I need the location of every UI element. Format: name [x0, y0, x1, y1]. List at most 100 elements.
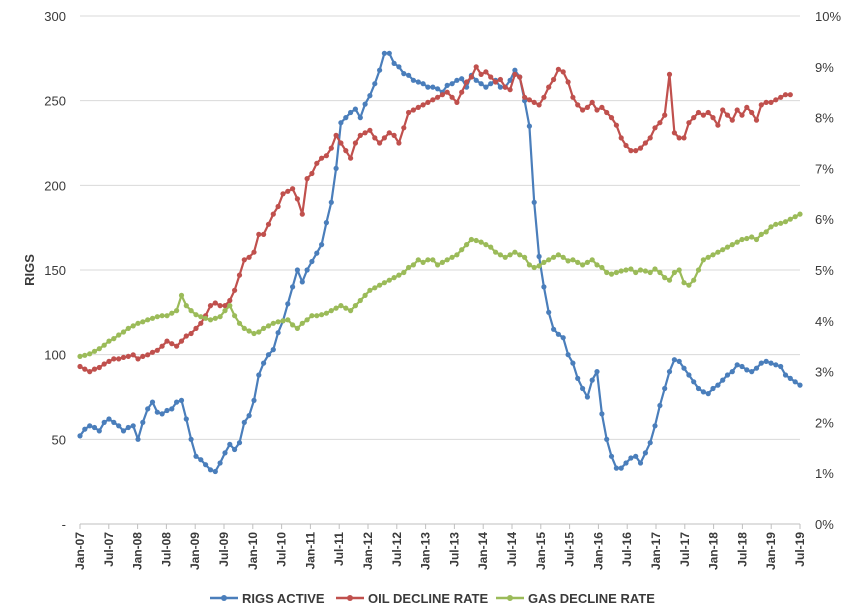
data-point — [778, 220, 784, 226]
data-point — [584, 394, 591, 400]
data-point — [149, 315, 156, 321]
data-point — [415, 79, 421, 85]
data-point — [483, 242, 489, 248]
data-point — [116, 423, 122, 429]
data-point — [164, 313, 170, 319]
data-point — [372, 135, 378, 141]
y2-tick-label: 7% — [815, 161, 834, 176]
data-point — [188, 308, 194, 314]
y2-tick-label: 1% — [815, 466, 834, 481]
data-point — [391, 60, 397, 66]
data-point — [377, 282, 383, 288]
data-point — [125, 353, 131, 359]
data-point — [439, 259, 445, 265]
data-point — [343, 148, 349, 154]
data-point — [565, 79, 571, 85]
data-point — [406, 72, 412, 78]
data-point — [459, 76, 465, 82]
data-point — [686, 282, 692, 288]
data-point — [352, 140, 358, 146]
data-point — [531, 264, 537, 271]
data-point — [502, 254, 508, 260]
data-point — [198, 457, 204, 463]
data-point — [546, 84, 552, 90]
data-point — [82, 352, 88, 358]
data-point — [91, 424, 98, 431]
data-point — [120, 329, 127, 335]
data-point — [425, 257, 431, 263]
data-point — [449, 94, 455, 100]
y-tick-label: 50 — [52, 432, 66, 447]
data-point — [526, 123, 533, 129]
data-point — [401, 125, 407, 131]
data-point — [604, 269, 610, 276]
data-point — [753, 117, 760, 123]
data-point — [642, 140, 649, 146]
data-point — [435, 86, 441, 92]
x-tick-label: Jul-09 — [217, 532, 231, 567]
data-point — [570, 360, 576, 366]
data-point — [464, 79, 470, 85]
data-point — [101, 361, 107, 367]
data-point — [77, 433, 83, 439]
data-point — [584, 259, 591, 265]
data-point — [749, 109, 755, 116]
x-tick-label: Jul-15 — [563, 532, 577, 567]
data-point — [753, 365, 760, 371]
data-point — [700, 257, 707, 263]
data-point — [488, 81, 494, 87]
data-point — [536, 253, 542, 260]
x-tick-label: Jan-08 — [131, 532, 145, 570]
gridlines — [80, 15, 800, 525]
data-point — [618, 268, 624, 274]
data-point — [130, 352, 136, 358]
data-point — [502, 84, 508, 90]
data-point — [720, 247, 726, 253]
data-point — [647, 440, 653, 446]
y-axis-right-ticks: 0% 1% 2% 3% 4% 5% 6% 7% 8% 9% 10% — [815, 9, 841, 532]
data-point — [391, 132, 397, 138]
data-point — [232, 446, 238, 453]
data-point — [555, 66, 562, 72]
data-point — [135, 436, 141, 442]
data-point — [628, 455, 634, 461]
x-tick-label: Jan-18 — [707, 532, 721, 570]
data-point — [251, 397, 257, 403]
data-point — [381, 135, 387, 141]
data-point — [212, 300, 218, 306]
y2-tick-label: 3% — [815, 365, 834, 380]
data-point — [763, 229, 769, 235]
data-point — [792, 379, 798, 385]
data-point — [183, 303, 189, 309]
data-point — [724, 112, 731, 118]
data-point — [686, 120, 692, 126]
data-point — [512, 67, 518, 73]
data-point — [671, 130, 678, 136]
data-point — [647, 135, 653, 141]
data-point — [604, 109, 610, 116]
data-point — [198, 314, 204, 320]
data-point — [652, 423, 658, 429]
data-point — [608, 271, 615, 277]
data-point — [236, 320, 243, 326]
y-tick-label: 250 — [44, 94, 66, 109]
data-point — [294, 267, 300, 273]
x-tick-label: Jul-17 — [678, 532, 692, 567]
data-point — [261, 360, 267, 366]
data-point — [87, 351, 93, 357]
data-point — [507, 252, 513, 258]
data-point — [367, 127, 373, 133]
data-point — [357, 132, 363, 138]
data-point — [642, 268, 649, 274]
data-point — [454, 99, 460, 105]
data-point — [787, 375, 793, 381]
data-point — [415, 257, 421, 263]
data-point — [212, 315, 218, 321]
data-point — [314, 313, 320, 319]
data-point — [140, 319, 146, 325]
data-point — [454, 77, 460, 83]
data-point — [251, 330, 257, 337]
legend-marker — [221, 595, 227, 601]
data-point — [589, 377, 595, 383]
data-point — [681, 365, 687, 371]
